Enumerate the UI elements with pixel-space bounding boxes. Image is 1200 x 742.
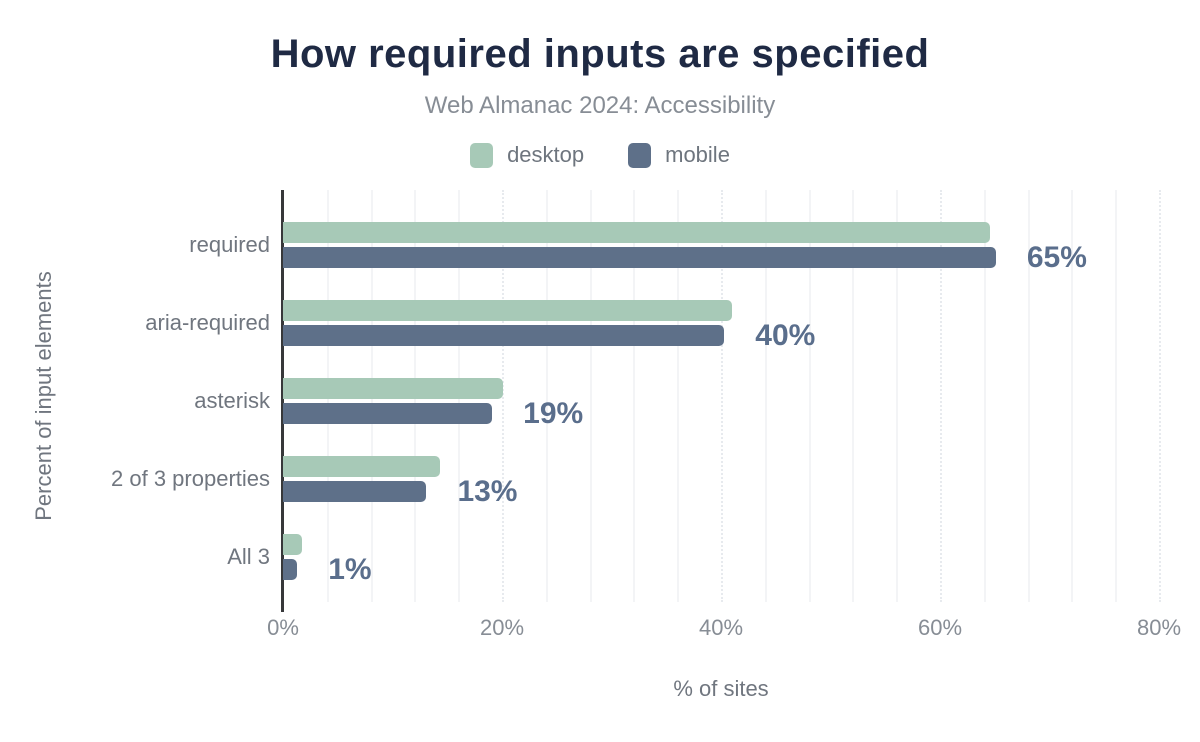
category-label-all-3: All 3 [227,544,270,569]
legend-swatch-desktop [470,142,494,168]
x-tick-label-20: 20% [479,615,525,640]
minor-gridline [983,190,986,602]
legend-swatch-mobile [628,142,652,168]
legend-label-desktop: desktop [507,142,585,167]
minor-gridline [764,190,767,602]
x-tick-label-0: 0% [267,615,299,640]
value-label-asterisk: 19% [523,397,584,430]
bar-mobile-required [283,247,996,268]
chart-title: How required inputs are specified [270,32,930,76]
bar-desktop-2-of-3-properties [283,456,440,477]
major-gridline [1159,190,1161,602]
x-tick-label-80: 80% [1136,615,1182,640]
x-axis-title: % of sites [673,676,769,701]
category-label-asterisk: asterisk [194,388,270,413]
value-label-2-of-3-properties: 13% [457,475,518,508]
minor-gridline [589,190,592,602]
y-axis-line [281,190,284,612]
x-tick-label-60: 60% [917,615,963,640]
category-label-2-of-3-properties: 2 of 3 properties [111,466,270,491]
minor-gridline [1027,190,1030,602]
bar-desktop-asterisk [283,378,504,399]
value-label-all-3: 1% [328,553,372,586]
legend-label-mobile: mobile [665,142,730,167]
bar-mobile-2-of-3-properties [283,481,427,502]
bar-mobile-all-3 [283,559,298,580]
bar-mobile-aria-required [283,325,725,346]
minor-gridline [677,190,680,602]
chart-subtitle: Web Almanac 2024: Accessibility [424,92,776,119]
value-label-aria-required: 40% [755,319,816,352]
major-gridline [502,190,504,602]
x-tick-label-40: 40% [698,615,744,640]
minor-gridline [896,190,899,602]
bar-desktop-aria-required [283,300,732,321]
legend-item-desktop: desktop [470,142,584,168]
value-label-required: 65% [1026,241,1087,274]
category-label-required: required [189,232,270,257]
minor-gridline [808,190,811,602]
legend: desktop mobile [0,142,1200,168]
minor-gridline [1071,190,1074,602]
minor-gridline [1115,190,1118,602]
bar-desktop-all-3 [283,534,302,555]
category-label-aria-required: aria-required [145,310,270,335]
legend-item-mobile: mobile [628,142,730,168]
bar-desktop-required [283,222,991,243]
major-gridline [940,190,942,602]
minor-gridline [852,190,855,602]
minor-gridline [545,190,548,602]
bar-mobile-asterisk [283,403,493,424]
major-gridline [721,190,723,602]
plot-area: 65% 40% 19% 13% 1% [281,190,1161,612]
minor-gridline [633,190,636,602]
